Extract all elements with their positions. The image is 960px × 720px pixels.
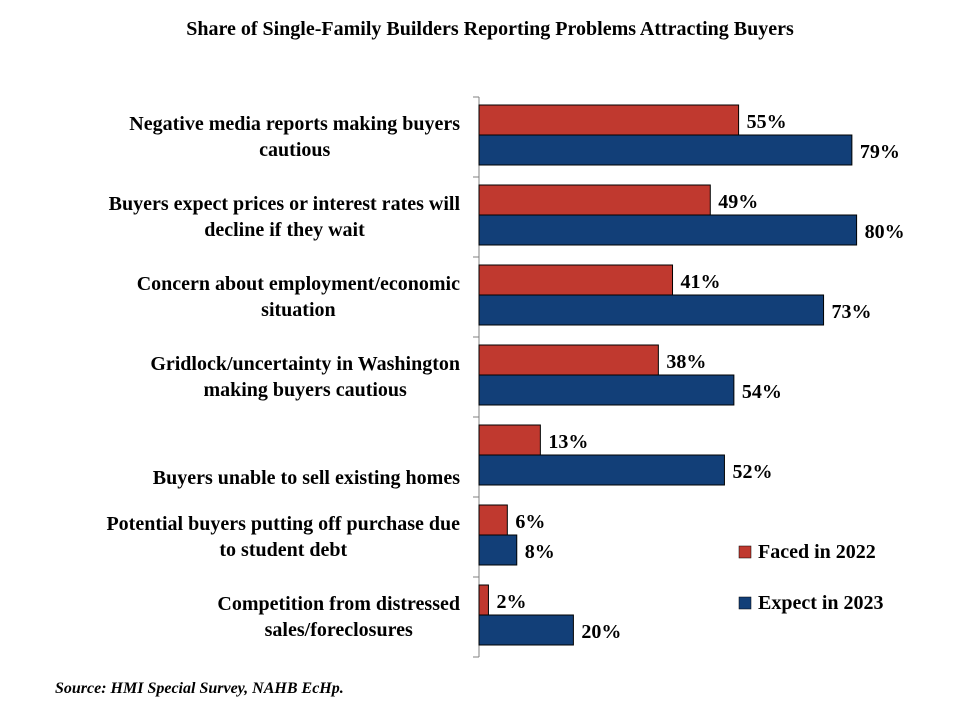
data-label: 41% xyxy=(681,271,721,293)
category-label: cautious xyxy=(259,139,330,161)
bar-expect-2023 xyxy=(478,454,725,486)
data-label: 54% xyxy=(742,381,782,403)
category-label: Competition from distressed xyxy=(217,593,460,615)
data-label: 20% xyxy=(581,621,621,643)
bar-faced-2022 xyxy=(478,264,674,296)
bar-expect-2023 xyxy=(478,534,518,566)
data-label: 8% xyxy=(525,541,555,563)
category-label: Concern about employment/economic xyxy=(137,273,460,295)
chart-title: Share of Single-Family Builders Reportin… xyxy=(186,18,794,40)
bar-faced-2022 xyxy=(478,504,508,536)
legend: Faced in 2022 Expect in 2023 xyxy=(738,541,884,614)
bar-expect-2023 xyxy=(478,374,735,406)
bar-expect-2023 xyxy=(478,614,574,646)
category-label: sales/foreclosures xyxy=(265,619,413,641)
bar-faced-2022 xyxy=(478,424,541,456)
category-label: Potential buyers putting off purchase du… xyxy=(106,513,460,535)
category-label: situation xyxy=(261,299,335,321)
bar-expect-2023 xyxy=(478,134,853,166)
bar-faced-2022 xyxy=(478,104,740,136)
bars-layer xyxy=(478,104,858,646)
bar-expect-2023 xyxy=(478,214,858,246)
data-label: 49% xyxy=(718,191,758,213)
category-label: Negative media reports making buyers xyxy=(129,113,460,135)
labels-layer: Negative media reports making buyers caut… xyxy=(106,111,904,643)
category-label: making buyers cautious xyxy=(203,379,407,401)
category-label: to student debt xyxy=(219,539,347,561)
category-label: Buyers unable to sell existing homes xyxy=(153,467,460,489)
axis-layer xyxy=(473,96,480,658)
bar-expect-2023 xyxy=(478,294,825,326)
legend-swatch-faced-2022 xyxy=(738,545,752,559)
source-note: Source: HMI Special Survey, NAHB EcHp. xyxy=(55,680,344,697)
data-label: 13% xyxy=(548,431,588,453)
legend-label-faced-2022: Faced in 2022 xyxy=(758,541,876,563)
category-label: decline if they wait xyxy=(204,219,365,241)
bar-faced-2022 xyxy=(478,184,711,216)
category-label: Gridlock/uncertainty in Washington xyxy=(150,353,460,375)
data-label: 6% xyxy=(515,511,545,533)
data-label: 73% xyxy=(832,301,872,323)
data-label: 38% xyxy=(666,351,706,373)
bar-faced-2022 xyxy=(478,344,659,376)
legend-label-expect-2023: Expect in 2023 xyxy=(758,592,884,614)
data-label: 52% xyxy=(732,461,772,483)
data-label: 2% xyxy=(496,591,526,613)
data-label: 79% xyxy=(860,141,900,163)
category-label: Buyers expect prices or interest rates w… xyxy=(109,193,461,215)
bar-faced-2022 xyxy=(478,584,489,616)
legend-swatch-expect-2023 xyxy=(738,596,752,610)
data-label: 80% xyxy=(865,221,905,243)
data-label: 55% xyxy=(747,111,787,133)
